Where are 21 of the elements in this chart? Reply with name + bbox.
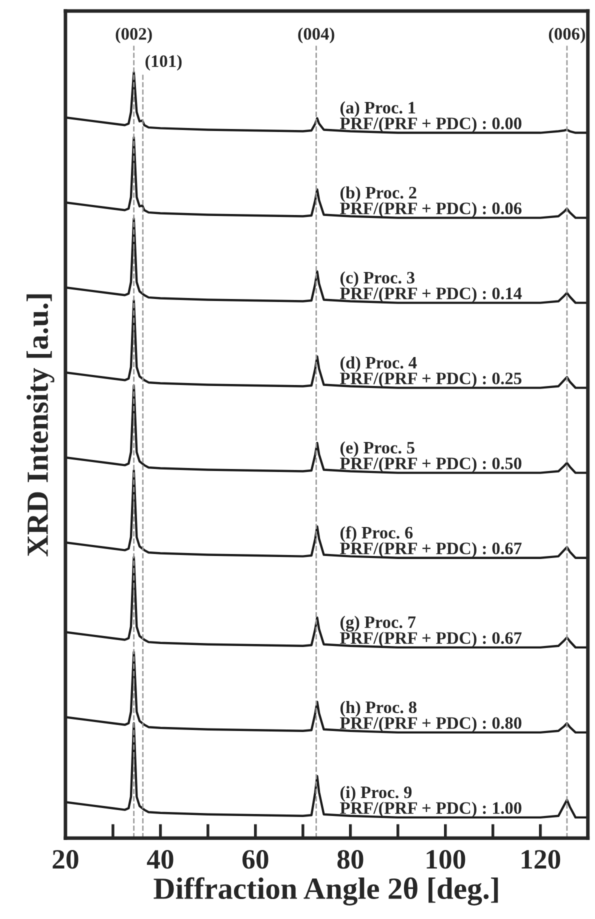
text: (006) xyxy=(548,28,586,44)
series-label: (e) Proc. 5 PRF/(PRF + PDC) : 0.50 xyxy=(340,441,522,473)
x-tick-label: 20 xyxy=(52,850,78,869)
series-label: (f) Proc. 6 PRF/(PRF + PDC) : 0.67 xyxy=(340,526,522,558)
series-label: (c) Proc. 3 PRF/(PRF + PDC) : 0.14 xyxy=(340,271,522,303)
y-axis-title: XRD Intensity [a.u.] xyxy=(26,294,54,556)
series-label: (i) Proc. 9 PRF/(PRF + PDC) : 1.00 xyxy=(340,786,522,818)
x-tick-label: 100 xyxy=(426,850,466,869)
series-label: (g) Proc. 7 PRF/(PRF + PDC) : 0.67 xyxy=(340,616,522,648)
x-tick-label: 40 xyxy=(146,850,174,869)
x-axis-title: Diffraction Angle 2θ [deg.] xyxy=(154,877,498,906)
series-label: (a) Proc. 1 PRF/(PRF + PDC) : 0.00 xyxy=(340,101,522,133)
x-tick-label: 80 xyxy=(337,850,364,869)
series-label: (h) Proc. 8 PRF/(PRF + PDC) : 0.80 xyxy=(340,700,522,732)
x-tick-label: 120 xyxy=(522,850,560,869)
text: (002) xyxy=(116,28,152,44)
series-label: (b) Proc. 2 PRF/(PRF + PDC) : 0.06 xyxy=(340,186,522,218)
text: (101) xyxy=(146,54,182,71)
series-label: (d) Proc. 4 PRF/(PRF + PDC) : 0.25 xyxy=(340,356,522,388)
x-tick-label: 60 xyxy=(242,850,268,869)
text: (004) xyxy=(298,28,334,44)
